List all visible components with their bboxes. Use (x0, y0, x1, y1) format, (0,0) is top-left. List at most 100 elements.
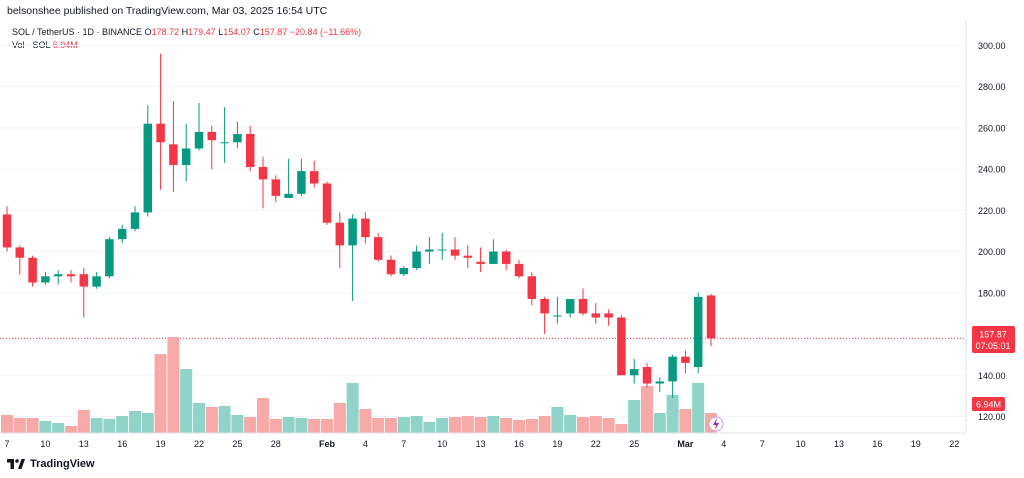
candle (412, 245, 421, 271)
candle (258, 156, 268, 209)
candle (335, 212, 345, 269)
volume-bar (525, 419, 538, 433)
candle (66, 270, 76, 283)
volume-bar (90, 418, 103, 433)
x-tick-label: 13 (79, 439, 89, 449)
candle (437, 233, 447, 260)
candles (2, 53, 716, 398)
volume-bar (397, 417, 410, 433)
lightning-icon[interactable] (708, 416, 724, 432)
volume-bar (679, 409, 692, 433)
candle-body (348, 218, 357, 246)
close-label: C (253, 27, 260, 37)
volume-bar (65, 426, 77, 433)
candle-body (437, 249, 447, 251)
candle-body (655, 381, 665, 384)
volume-bar (167, 337, 180, 433)
publisher-header: belsonshee published on TradingView.com,… (7, 5, 328, 17)
volume-bar (218, 406, 231, 433)
candle (348, 214, 357, 302)
candle (565, 298, 575, 318)
volume-bars (1, 337, 717, 433)
candle (309, 160, 319, 188)
candle (386, 255, 396, 277)
x-tick-label: 7 (401, 439, 406, 449)
candle-body (245, 134, 255, 168)
x-tick-label: 7 (760, 439, 765, 449)
volume-bar (244, 417, 257, 433)
volume-bar (410, 416, 423, 433)
candle-body (284, 193, 293, 198)
candle-body (15, 247, 25, 258)
volume-bar (653, 413, 666, 433)
candle (706, 293, 716, 347)
candle-body (28, 257, 37, 283)
volume-bar (193, 403, 205, 433)
symbol-legend: SOL / TetherUS · 1D · BINANCE O178.72 H1… (12, 27, 361, 37)
candle (105, 237, 114, 279)
volume-bar (538, 416, 551, 433)
symbol-title[interactable]: SOL / TetherUS · 1D · BINANCE (12, 27, 143, 37)
high-label: H (181, 27, 189, 37)
candle-body (514, 263, 524, 277)
close-value: 157.87 (259, 27, 288, 37)
volume-bar (461, 416, 474, 433)
volume-bar (269, 419, 282, 433)
last-price-value: 157.87 (979, 330, 1007, 340)
volume-bar (321, 419, 333, 433)
candle (53, 270, 63, 285)
candle (591, 303, 601, 324)
x-tick-label: 19 (911, 439, 921, 449)
candle-body (335, 222, 345, 246)
candle (181, 123, 191, 182)
x-tick-label: 4 (721, 439, 726, 449)
volume-bar (13, 418, 26, 433)
x-tick-label: 28 (271, 439, 281, 449)
candle (425, 237, 434, 264)
candle-body (169, 144, 178, 165)
x-tick-label: 10 (40, 439, 50, 449)
candle-body (450, 249, 460, 256)
volume-bar (257, 398, 269, 433)
volume-bar (26, 418, 39, 433)
candle (463, 245, 473, 269)
high-value: 179.47 (188, 27, 216, 37)
candle-body (194, 131, 204, 149)
candle-body (412, 251, 421, 269)
candle (553, 296, 562, 324)
x-tick-label: 25 (629, 439, 639, 449)
candle (617, 315, 626, 376)
volume-bar (154, 354, 167, 433)
volume-bar (333, 403, 346, 433)
footer-brand[interactable]: TradingView (7, 458, 95, 470)
candle (489, 239, 498, 264)
candle-body (156, 123, 165, 143)
x-tick-label: 10 (437, 439, 447, 449)
volume-bar (180, 369, 193, 433)
candle-body (476, 261, 485, 264)
volume-bar (474, 417, 487, 433)
candle (297, 158, 306, 196)
candle (578, 288, 588, 316)
candle-body (501, 251, 511, 264)
y-tick-label: 180.00 (978, 288, 1006, 298)
candle (28, 255, 37, 287)
x-tick-label: 7 (4, 439, 9, 449)
candle (629, 358, 639, 384)
candle (527, 272, 537, 306)
volume-bar (346, 383, 359, 433)
volume-bar (602, 418, 615, 433)
candle-body (668, 356, 677, 382)
candle-body (463, 255, 473, 258)
candle-body (117, 228, 127, 240)
candle-body (425, 249, 434, 252)
candle-body (143, 123, 153, 213)
change-value: −20.84 (−11.66%) (289, 27, 362, 37)
candle (476, 247, 485, 273)
candle-body (92, 276, 101, 287)
open-label: O (144, 27, 152, 37)
candle-body (629, 369, 639, 376)
volume-badge: 6.94M (972, 397, 1005, 411)
candle (2, 206, 12, 252)
